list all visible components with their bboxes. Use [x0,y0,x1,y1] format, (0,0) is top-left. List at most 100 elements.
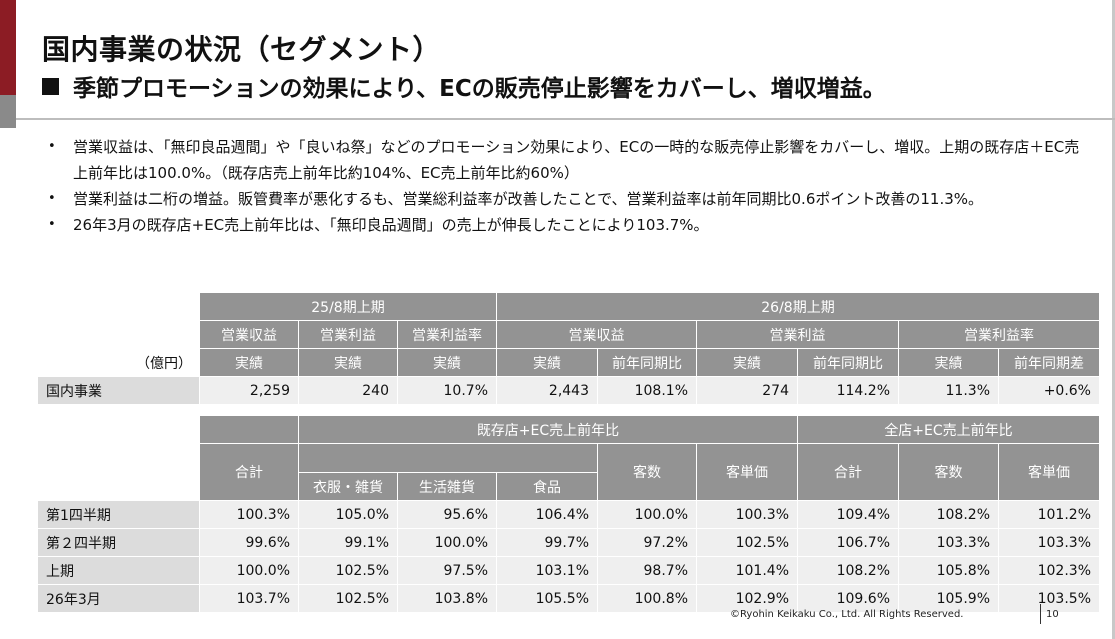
table-cell: 100.0% [598,501,697,529]
bullet-item: • 26年3月の既存店+EC売上前年比は、「無印良品週間」の売上が伸長したことに… [48,212,1088,238]
table-row: 第２四半期 99.6% 99.1% 100.0% 99.7% 97.2% 102… [38,529,1100,557]
row-label: 第1四半期 [38,501,200,529]
table-cell: 102.5% [299,585,398,613]
page-number-divider [1040,604,1041,624]
table-corner [38,293,200,321]
row-label: 国内事業 [38,377,200,405]
table-cell: 97.2% [598,529,697,557]
table-cell: 98.7% [598,557,697,585]
table-cell: 109.6% [798,585,899,613]
table-cell: 103.8% [398,585,497,613]
bullet-text: 営業利益は二桁の増益。販管費率が悪化するも、営業総利益率が改善したことで、営業利… [73,190,984,208]
table-cell: 10.7% [398,377,497,405]
row-label: 上期 [38,557,200,585]
col-group-header: 営業利益 [697,321,899,349]
table-cell: 101.4% [697,557,798,585]
bullet-item: • 営業利益は二桁の増益。販管費率が悪化するも、営業総利益率が改善したことで、営… [48,186,1088,212]
square-bullet-icon [42,77,59,95]
category-header-spacer [299,444,598,473]
table-cell: 99.1% [299,529,398,557]
sub-header: 実績 [299,349,398,377]
table-cell: 108.1% [598,377,697,405]
row-label: 第２四半期 [38,529,200,557]
bullet-text: 営業収益は、「無印良品週間」や「良いね祭」などのプロモーション効果により、ECの… [73,138,1080,182]
period-prev-header: 25/8期上期 [200,293,497,321]
table-row: 上期 100.0% 102.5% 97.5% 103.1% 98.7% 101.… [38,557,1100,585]
unit-label: （億円） [136,356,192,372]
table-cell: 103.1% [497,557,598,585]
table-cell: 103.5% [999,585,1100,613]
subtitle-text: 季節プロモーションの効果により、ECの販売停止影響をカバーし、増収増益。 [73,76,886,102]
sub-header: 実績 [697,349,798,377]
table-cell: 102.9% [697,585,798,613]
table-cell: 95.6% [398,501,497,529]
row-label: 26年3月 [38,585,200,613]
table-row: 26年3月 103.7% 102.5% 103.8% 105.5% 100.8%… [38,585,1100,613]
table-row: 第1四半期 100.3% 105.0% 95.6% 106.4% 100.0% … [38,501,1100,529]
segment-results-table: 25/8期上期 26/8期上期 営業収益 営業利益 営業利益率 営業収益 営業利… [38,293,1100,405]
col-header-all-total: 合計 [798,444,899,501]
col-group-header: 営業利益率 [899,321,1100,349]
col-header-all-unit-price: 客単価 [999,444,1100,501]
sub-header: 前年同期差 [999,349,1100,377]
col-header-apparel: 衣服・雑貨 [299,473,398,501]
table-cell: 2,259 [200,377,299,405]
table-cell: 109.4% [798,501,899,529]
table-cell: 114.2% [798,377,899,405]
bullet-dot-icon: • [48,191,56,206]
table-cell: 103.3% [899,529,999,557]
col-group-header: 営業利益率 [398,321,497,349]
copyright-notice: ©Ryohin Keikaku Co., Ltd. All Rights Res… [730,609,964,620]
page-number: 10 [1046,609,1059,620]
table-cell: +0.6% [999,377,1100,405]
table-cell: 101.2% [999,501,1100,529]
slide-edge [1112,0,1115,639]
accent-bar-top [0,0,16,95]
table-cell: 100.0% [398,529,497,557]
col-header-total: 合計 [200,444,299,501]
table-row: 国内事業 2,259 240 10.7% 2,443 108.1% 274 11… [38,377,1100,405]
bullet-dot-icon: • [48,139,56,154]
sub-header: 実績 [497,349,598,377]
table-cell: 108.2% [899,501,999,529]
col-header-all-customers: 客数 [899,444,999,501]
accent-bar-bottom [0,95,16,128]
col-group-header: 営業収益 [497,321,697,349]
col-header-customers: 客数 [598,444,697,501]
table-corner [38,416,200,444]
table-cell: 274 [697,377,798,405]
table-cell: 97.5% [398,557,497,585]
sales-yoy-table: 既存店+EC売上前年比 全店+EC売上前年比 合計 客数 客単価 合計 客数 客… [38,416,1100,613]
col-header-household: 生活雑貨 [398,473,497,501]
col-group-header: 営業収益 [200,321,299,349]
table-cell: 102.5% [697,529,798,557]
table-cell: 102.3% [999,557,1100,585]
table-cell: 105.5% [497,585,598,613]
table-cell: 99.6% [200,529,299,557]
table-cell: 100.8% [598,585,697,613]
table-cell: 100.3% [697,501,798,529]
table-cell: 100.0% [200,557,299,585]
all-store-group-header: 全店+EC売上前年比 [798,416,1100,444]
table-cell: 103.3% [999,529,1100,557]
table-cell: 105.0% [299,501,398,529]
period-curr-header: 26/8期上期 [497,293,1100,321]
col-header-food: 食品 [497,473,598,501]
col-header-unit-price: 客単価 [697,444,798,501]
table-cell: 11.3% [899,377,999,405]
table-cell: 2,443 [497,377,598,405]
table-cell: 100.3% [200,501,299,529]
table-cell: 102.5% [299,557,398,585]
bullet-item: • 営業収益は、「無印良品週間」や「良いね祭」などのプロモーション効果により、E… [48,134,1088,186]
bullet-dot-icon: • [48,217,56,232]
col-group-header: 営業利益 [299,321,398,349]
page-title: 国内事業の状況（セグメント） [42,33,442,66]
sub-header: 実績 [398,349,497,377]
bullet-list: • 営業収益は、「無印良品週間」や「良いね祭」などのプロモーション効果により、E… [48,134,1088,238]
table-cell: 99.7% [497,529,598,557]
table-cell: 103.7% [200,585,299,613]
header-divider [16,118,1115,120]
sub-header: 前年同期比 [598,349,697,377]
existing-store-group-header: 既存店+EC売上前年比 [299,416,798,444]
bullet-text: 26年3月の既存店+EC売上前年比は、「無印良品週間」の売上が伸長したことにより… [73,216,709,234]
